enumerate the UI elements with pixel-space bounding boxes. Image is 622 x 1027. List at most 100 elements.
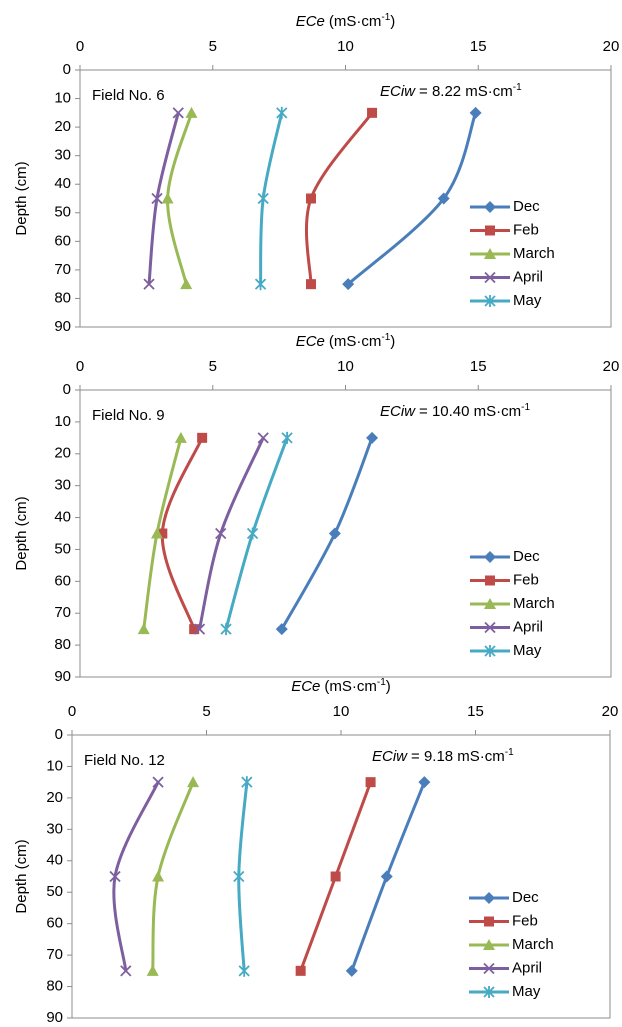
marker-shape <box>484 271 496 284</box>
legend-label: April <box>513 618 543 635</box>
marker-shape <box>437 192 450 205</box>
marker-shape <box>305 193 316 204</box>
marker-shape <box>483 962 495 975</box>
marker <box>150 527 163 539</box>
marker-shape <box>152 776 164 788</box>
y-tick-label: 80 <box>46 978 63 995</box>
marker-shape <box>345 964 358 977</box>
marker-shape <box>137 623 150 635</box>
series-line <box>347 112 478 286</box>
y-tick-label: 10 <box>54 90 71 107</box>
marker-shape <box>484 551 496 563</box>
eciw-value: = 8.22 mS·cm <box>419 83 513 100</box>
x-tick-label: 0 <box>76 38 84 55</box>
marker-shape <box>469 106 482 119</box>
marker <box>143 278 155 290</box>
legend-label: April <box>513 268 543 285</box>
y-tick-label: 40 <box>46 852 63 869</box>
marker <box>469 106 482 119</box>
marker <box>330 871 341 882</box>
marker-shape <box>275 623 288 636</box>
y-tick-label: 60 <box>54 572 71 589</box>
marker <box>437 192 450 205</box>
series-line <box>224 437 289 630</box>
y-tick-label: 40 <box>54 175 71 192</box>
y-tick-label: 10 <box>46 757 63 774</box>
marker-shape <box>193 623 206 635</box>
x-tick-label: 10 <box>333 703 350 720</box>
x-label-symbol: ECe <box>296 333 325 350</box>
eciw-value: = 9.18 mS·cm <box>411 748 505 765</box>
marker-shape <box>109 870 121 883</box>
marker <box>187 776 200 788</box>
marker <box>365 777 376 788</box>
x-label-close: ) <box>386 678 391 695</box>
marker <box>484 916 494 927</box>
marker <box>281 431 293 444</box>
legend-label: May <box>512 983 541 1000</box>
y-axis-label: Depth (cm) <box>13 496 30 570</box>
marker-shape <box>152 870 165 882</box>
marker-shape <box>215 527 227 540</box>
marker-shape <box>151 192 163 205</box>
x-axis-label: ECe (mS·cm-1) <box>291 677 391 695</box>
y-tick-label: 30 <box>54 147 71 164</box>
legend-label: April <box>512 959 542 976</box>
x-label-close: ) <box>390 333 395 350</box>
marker-shape <box>189 624 200 635</box>
legend-label: May <box>513 292 542 309</box>
marker <box>157 528 168 539</box>
marker-shape <box>483 892 495 904</box>
x-label-unit: (mS·cm <box>324 678 377 695</box>
y-tick-label: 20 <box>54 118 71 135</box>
marker <box>172 107 184 119</box>
marker-shape <box>146 964 159 976</box>
y-tick-label: 0 <box>63 61 71 78</box>
marker <box>233 870 245 883</box>
legend-label: March <box>513 595 555 612</box>
marker <box>257 192 269 205</box>
legend-label: May <box>513 642 542 659</box>
eciw-sup: -1 <box>521 402 530 413</box>
marker <box>328 527 341 540</box>
marker <box>484 645 496 657</box>
y-tick-label: 20 <box>54 445 71 462</box>
marker <box>146 964 159 976</box>
x-tick-label: 5 <box>202 703 210 720</box>
x-axis-label: ECe (mS·cm-1) <box>296 12 396 30</box>
marker-shape <box>150 527 163 539</box>
x-tick-label: 20 <box>603 358 620 375</box>
marker <box>366 431 379 444</box>
x-tick-label: 0 <box>68 703 76 720</box>
x-tick-label: 15 <box>467 703 484 720</box>
y-tick-label: 50 <box>54 204 71 221</box>
marker-shape <box>485 225 495 236</box>
marker <box>161 192 174 204</box>
marker <box>305 279 316 290</box>
x-tick-label: 10 <box>337 38 354 55</box>
marker-shape <box>174 431 187 443</box>
y-tick-label: 0 <box>63 381 71 398</box>
legend-label: Feb <box>513 221 539 238</box>
legend-label: Dec <box>513 548 540 565</box>
y-tick-label: 30 <box>54 477 71 494</box>
x-tick-label: 10 <box>337 358 354 375</box>
marker-shape <box>484 916 494 927</box>
marker <box>418 776 431 789</box>
marker-shape <box>483 939 495 950</box>
y-tick-label: 30 <box>46 820 63 837</box>
marker-shape <box>342 278 355 291</box>
marker <box>345 964 358 977</box>
marker-shape <box>484 248 496 259</box>
marker-shape <box>418 776 431 789</box>
x-label-sup: -1 <box>381 332 390 343</box>
marker-shape <box>484 598 496 609</box>
y-tick-label: 60 <box>46 915 63 932</box>
marker-shape <box>161 192 174 204</box>
marker-shape <box>295 965 306 976</box>
marker-shape <box>380 870 393 883</box>
marker-shape <box>365 777 376 788</box>
x-label-unit: (mS·cm <box>329 333 382 350</box>
marker <box>275 623 288 636</box>
